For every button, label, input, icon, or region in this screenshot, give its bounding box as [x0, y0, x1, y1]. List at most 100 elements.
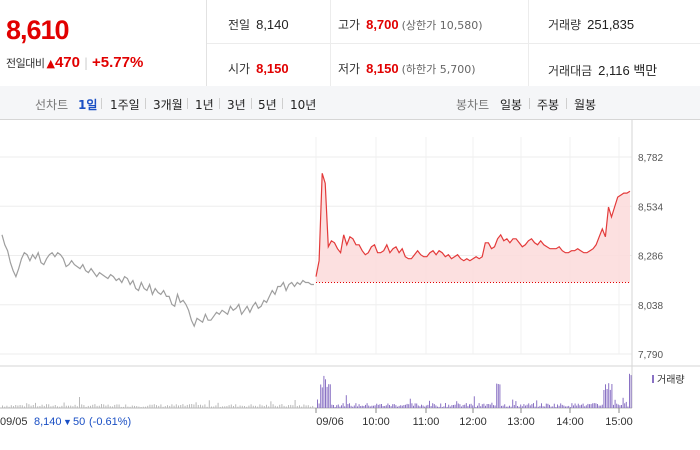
- volume-bar: [573, 405, 574, 408]
- volume-bar: [589, 404, 590, 408]
- volume-bar: [52, 405, 54, 408]
- volume-bar: [321, 387, 323, 408]
- volume-bar: [4, 406, 6, 408]
- x-tick-label: 11:00: [413, 416, 440, 428]
- x-tick-label: 13:00: [507, 416, 535, 428]
- volume-bar: [193, 404, 195, 408]
- volume-bar: [305, 405, 307, 408]
- volume-bar: [281, 404, 283, 408]
- volume-bar: [456, 401, 458, 408]
- volume-bar: [228, 405, 230, 408]
- volume-bar: [630, 375, 632, 408]
- volume-bar: [92, 404, 94, 408]
- volume-bars: 거래량: [2, 373, 685, 408]
- volume-bar: [371, 405, 373, 408]
- volume-bar: [151, 404, 153, 408]
- volume-bar: [435, 405, 437, 408]
- volume-bar: [263, 406, 265, 408]
- tab-10years[interactable]: 10년: [290, 98, 317, 112]
- volume-bar: [43, 405, 45, 408]
- volume-bar: [10, 405, 12, 408]
- volume-bar: [469, 404, 470, 408]
- volume-bar: [593, 403, 595, 408]
- volume-bar: [579, 405, 581, 408]
- volume-bar: [345, 395, 347, 408]
- change-label: 전일대비: [6, 57, 45, 70]
- volume-bar: [68, 405, 69, 408]
- volume-bar: [197, 405, 199, 408]
- tab-3months[interactable]: 3개월: [153, 98, 183, 112]
- volume-bar: [561, 404, 563, 408]
- volume-bar: [449, 406, 451, 408]
- volume-bar: [457, 403, 459, 408]
- volume-bar: [513, 405, 515, 408]
- volume-bar: [489, 404, 491, 408]
- volume-bar: [50, 406, 52, 408]
- volume-bar: [363, 406, 365, 408]
- stat-value: 2,116 백만: [598, 63, 658, 78]
- volume-bar: [598, 405, 600, 408]
- volume-bar: [83, 405, 85, 408]
- volume-bar: [30, 405, 32, 408]
- volume-bar: [28, 404, 30, 408]
- volume-bar: [504, 404, 506, 408]
- volume-bar: [582, 403, 584, 408]
- y-axis-ticks: 8,782 8,534 8,286 8,038 7,790: [638, 153, 663, 361]
- volume-bar: [625, 401, 627, 408]
- volume-bar: [103, 404, 105, 408]
- tab-separator: [282, 98, 283, 109]
- down-triangle-icon: ▼: [63, 417, 72, 427]
- volume-bar: [494, 405, 496, 408]
- volume-bar: [184, 405, 186, 408]
- volume-bar: [81, 404, 83, 408]
- volume-bar: [353, 405, 355, 408]
- volume-bar: [90, 405, 91, 408]
- volume-bar: [473, 396, 475, 408]
- x-tick-label: 10:00: [362, 416, 390, 428]
- tab-1week[interactable]: 1주일: [110, 98, 140, 112]
- tab-1year[interactable]: 1년: [195, 98, 214, 112]
- tab-1day[interactable]: 1일: [78, 98, 98, 112]
- summary-col-divider: [330, 0, 331, 86]
- chart-background: [0, 120, 700, 450]
- volume-bar: [558, 405, 560, 408]
- volume-bar: [268, 406, 270, 408]
- stat-value: 8,700: [366, 17, 399, 32]
- volume-bar: [451, 405, 453, 408]
- volume-bar: [505, 406, 507, 408]
- summary-row-divider: [207, 43, 700, 44]
- volume-bar: [257, 406, 259, 408]
- volume-bar: [601, 404, 603, 408]
- volume-bar: [483, 403, 485, 408]
- tab-5years[interactable]: 5년: [258, 98, 277, 112]
- volume-bar: [98, 405, 100, 408]
- volume-bar: [217, 402, 219, 408]
- volume-bar: [213, 406, 215, 408]
- tab-3years[interactable]: 3년: [227, 98, 246, 112]
- volume-bar: [147, 405, 149, 408]
- volume-bar: [385, 405, 387, 408]
- volume-bar: [585, 405, 587, 408]
- stat-amount: 거래대금 2,116 백만: [548, 60, 657, 79]
- chart-period-tabs: 선차트 1일 1주일 3개월 1년 3년 5년 10년 봉차트 일봉 주봉 월봉: [0, 86, 700, 120]
- volume-bar: [120, 406, 122, 408]
- tab-daily[interactable]: 일봉: [500, 98, 523, 112]
- volume-bar: [112, 406, 113, 408]
- volume-bar: [542, 406, 544, 408]
- volume-bar: [224, 406, 226, 408]
- volume-bar: [270, 401, 272, 408]
- tab-weekly[interactable]: 주봉: [537, 98, 560, 112]
- volume-bar: [230, 404, 232, 408]
- tab-monthly[interactable]: 월봉: [574, 98, 597, 112]
- volume-bar: [563, 405, 565, 408]
- volume-bar: [215, 405, 217, 408]
- x-axis: 09/05 09/06 10:00 11:00 12:00 13:00 14:00 15:00: [0, 408, 633, 428]
- volume-bar: [149, 404, 151, 408]
- volume-bar: [341, 405, 342, 408]
- volume-bar: [537, 406, 539, 408]
- volume-bar: [241, 405, 243, 408]
- volume-bar: [587, 403, 589, 408]
- volume-bar: [590, 404, 592, 408]
- volume-bar: [525, 405, 526, 408]
- volume-bar: [182, 404, 184, 408]
